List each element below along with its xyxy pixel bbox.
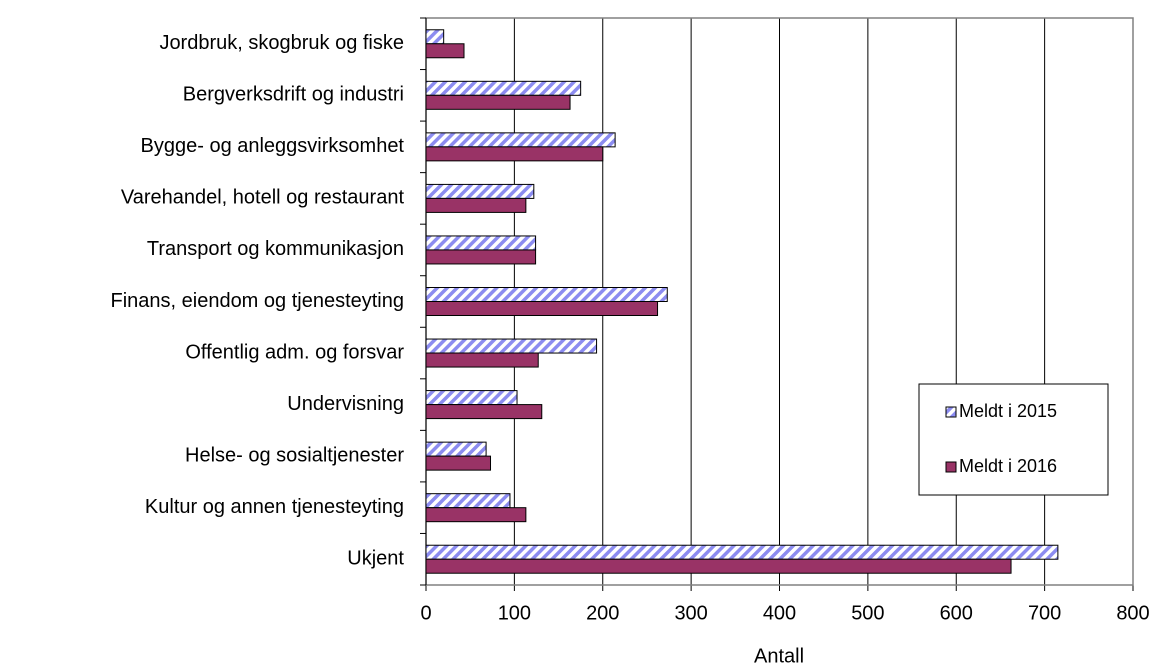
y-tick-label: Bergverksdrift og industri [183, 84, 404, 106]
y-tick-label: Offentlig adm. og forsvar [185, 341, 404, 363]
bar [425, 493, 511, 509]
x-tick-label: 200 [586, 602, 619, 624]
bar [425, 507, 527, 523]
x-tick-label: 500 [851, 602, 884, 624]
y-tick-label: Bygge- og anleggsvirksomhet [141, 135, 405, 157]
legend-label: Meldt i 2016 [959, 456, 1057, 476]
bar [425, 29, 445, 45]
y-tick-label: Transport og kommunikasjon [147, 238, 404, 260]
bar [425, 197, 527, 213]
bar [425, 43, 465, 59]
bar [425, 94, 571, 110]
bar [425, 558, 1012, 574]
x-tick-label: 600 [940, 602, 973, 624]
legend-swatch [945, 461, 957, 473]
bar [425, 301, 659, 316]
bar [425, 544, 1059, 560]
bar [425, 287, 668, 302]
bar [425, 390, 518, 406]
bar [425, 338, 598, 354]
y-tick-label: Varehandel, hotell og restaurant [121, 187, 405, 209]
bar [425, 235, 537, 251]
bar [425, 80, 582, 96]
x-tick-label: 800 [1116, 602, 1149, 624]
y-tick-label: Helse- og sosialtjenester [185, 444, 404, 466]
bar [425, 249, 537, 265]
legend-box [918, 383, 1109, 496]
x-tick-label: 700 [1028, 602, 1061, 624]
x-tick-label: 400 [763, 602, 796, 624]
bar [425, 404, 543, 420]
y-tick-label: Finans, eiendom og tjenesteyting [110, 290, 404, 312]
y-tick-label: Ukjent [347, 548, 404, 570]
bar [425, 132, 616, 148]
bar [425, 352, 539, 368]
x-tick-label: 100 [498, 602, 531, 624]
bar [425, 146, 604, 162]
y-tick-label: Kultur og annen tjenesteyting [145, 496, 404, 518]
legend-label: Meldt i 2015 [959, 401, 1057, 421]
x-axis-label: Antall [754, 645, 804, 667]
y-tick-label: Undervisning [287, 393, 404, 415]
y-tick-label: Jordbruk, skogbruk og fiske [159, 32, 404, 54]
bar [425, 455, 492, 471]
x-tick-label: 300 [674, 602, 707, 624]
bar [425, 441, 487, 457]
x-tick-label: 0 [420, 602, 431, 624]
bar [425, 183, 535, 199]
legend-swatch [945, 406, 957, 418]
